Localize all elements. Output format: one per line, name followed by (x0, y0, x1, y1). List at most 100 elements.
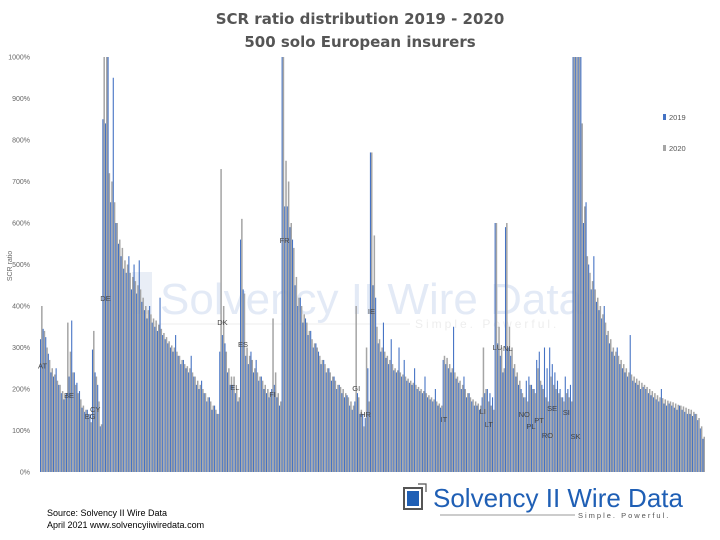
bar-2019-SE (559, 389, 561, 472)
bar-2019-SI (564, 376, 566, 472)
bar-2020-RO (545, 397, 547, 472)
bar-2020-FR (347, 397, 350, 472)
bar-2019-LI (481, 397, 483, 472)
bar-2020-FR (337, 384, 339, 472)
bar-2020-LU (503, 368, 505, 472)
legend-label-2020: 2020 (669, 144, 686, 153)
bar-2019-SK (634, 382, 636, 472)
bar-2020-SK (698, 418, 700, 472)
bar-2020-SE (555, 389, 557, 472)
bar-2019-DK (219, 351, 221, 472)
bar-2019-DE (156, 330, 158, 472)
bar-2019-DE (128, 256, 130, 472)
bar-2020-SK (628, 372, 630, 472)
bar-2020-IE (415, 384, 417, 472)
bar-2019-IT (471, 401, 473, 472)
bar-2019-BE (81, 407, 83, 472)
bar-2019-AT (60, 393, 62, 472)
bar-2019-IE (408, 382, 410, 472)
bar-2019-IE (380, 351, 382, 472)
bar-2020-FR (339, 386, 342, 472)
bar-2019-SE (562, 397, 564, 472)
bar-2019-DE (117, 243, 120, 472)
bar-2019-DE (193, 376, 195, 472)
bar-2019-LU (497, 343, 499, 472)
bar-2019-SK (642, 386, 644, 472)
bar-2020-FR (303, 314, 305, 472)
bar-2019-IE (440, 407, 442, 472)
bar-2020-BG (87, 418, 90, 472)
bar-2020-FI (274, 372, 277, 472)
bar-2019-DE (107, 57, 109, 472)
bar-2019-SK (619, 364, 621, 472)
bar-2019-DE (151, 322, 153, 472)
bar-2020-IT (464, 389, 467, 472)
bar-2019-NO (525, 380, 527, 472)
bar-2019-FR (333, 376, 335, 472)
bar-2019-DE (159, 297, 161, 472)
bar-2020-LU (495, 223, 498, 472)
bar-2020-SK (651, 391, 654, 472)
bar-2019-SK (645, 389, 647, 472)
source-text: Source: Solvency II Wire Data (47, 508, 167, 518)
bar-2020-CY (93, 330, 95, 472)
bar-2019-EL (237, 401, 239, 472)
bar-2020-IT (461, 384, 464, 472)
bar-2020-DE (113, 202, 116, 472)
bar-2019-LT (486, 389, 488, 472)
bar-2020-GI (360, 409, 363, 472)
bar-2020-AT (64, 395, 66, 472)
bar-2019-ES (268, 397, 270, 472)
bar-2020-BE (80, 399, 82, 473)
bar-2019-NL (504, 227, 507, 472)
legend-swatch-2020 (663, 145, 666, 151)
bar-2020-SK (648, 389, 651, 472)
bar-2019-DE (110, 202, 112, 472)
bar-2020-SK (638, 380, 641, 472)
bar-2019-FR (325, 372, 327, 472)
bar-2020-DE (137, 285, 139, 472)
bar-2020-LI (485, 389, 487, 472)
bar-2020-LU (500, 347, 503, 472)
bar-2019-ES (250, 351, 252, 472)
bar-2019-SK (601, 318, 603, 472)
bar-2019-IE (385, 357, 387, 473)
bar-2019-FR (343, 397, 346, 472)
bar-2020-DE (106, 57, 108, 472)
bar-2020-DE (196, 380, 199, 472)
bar-2019-PT (538, 351, 540, 472)
bar-2020-IE (417, 386, 420, 472)
bar-2020-SK (633, 376, 635, 472)
bar-2020-IE (383, 351, 386, 472)
bar-2019-SK (658, 401, 660, 472)
bar-2019-FR (330, 380, 333, 472)
bar-2019-SK (606, 335, 608, 472)
bar-2019-SI (569, 384, 572, 472)
bar-2020-IE (399, 372, 402, 472)
bar-2019-IE (414, 368, 416, 472)
bar-2019-DE (125, 272, 127, 472)
bar-2019-IT (445, 364, 447, 472)
bar-2020-SK (586, 256, 589, 472)
bar-2020-FR (311, 339, 313, 472)
bar-2019-DE (143, 310, 145, 472)
bar-2019-SK (686, 413, 688, 472)
bar-2019-IE (390, 339, 392, 472)
bar-2020-PL (532, 389, 534, 472)
bar-2019-GI (354, 401, 356, 472)
bar-2020-SK (646, 386, 648, 472)
bar-2019-SK (614, 355, 616, 472)
bar-2019-SK (647, 393, 649, 472)
bar-2019-RO (546, 368, 548, 472)
bar-2020-DE (183, 364, 186, 472)
country-label-de: DE (100, 294, 110, 303)
bar-2019-IE (372, 285, 374, 472)
bar-2019-IE (398, 347, 400, 472)
bar-2020-SK (602, 314, 604, 472)
bar-2020-NO (521, 393, 524, 472)
bar-2020-BE (74, 384, 77, 472)
bar-2019-DE (149, 306, 151, 472)
bar-2019-PT (541, 384, 543, 472)
watermark: Solvency II Wire Data Simple. Powerful. (132, 272, 584, 331)
bar-2019-IE (406, 380, 408, 472)
